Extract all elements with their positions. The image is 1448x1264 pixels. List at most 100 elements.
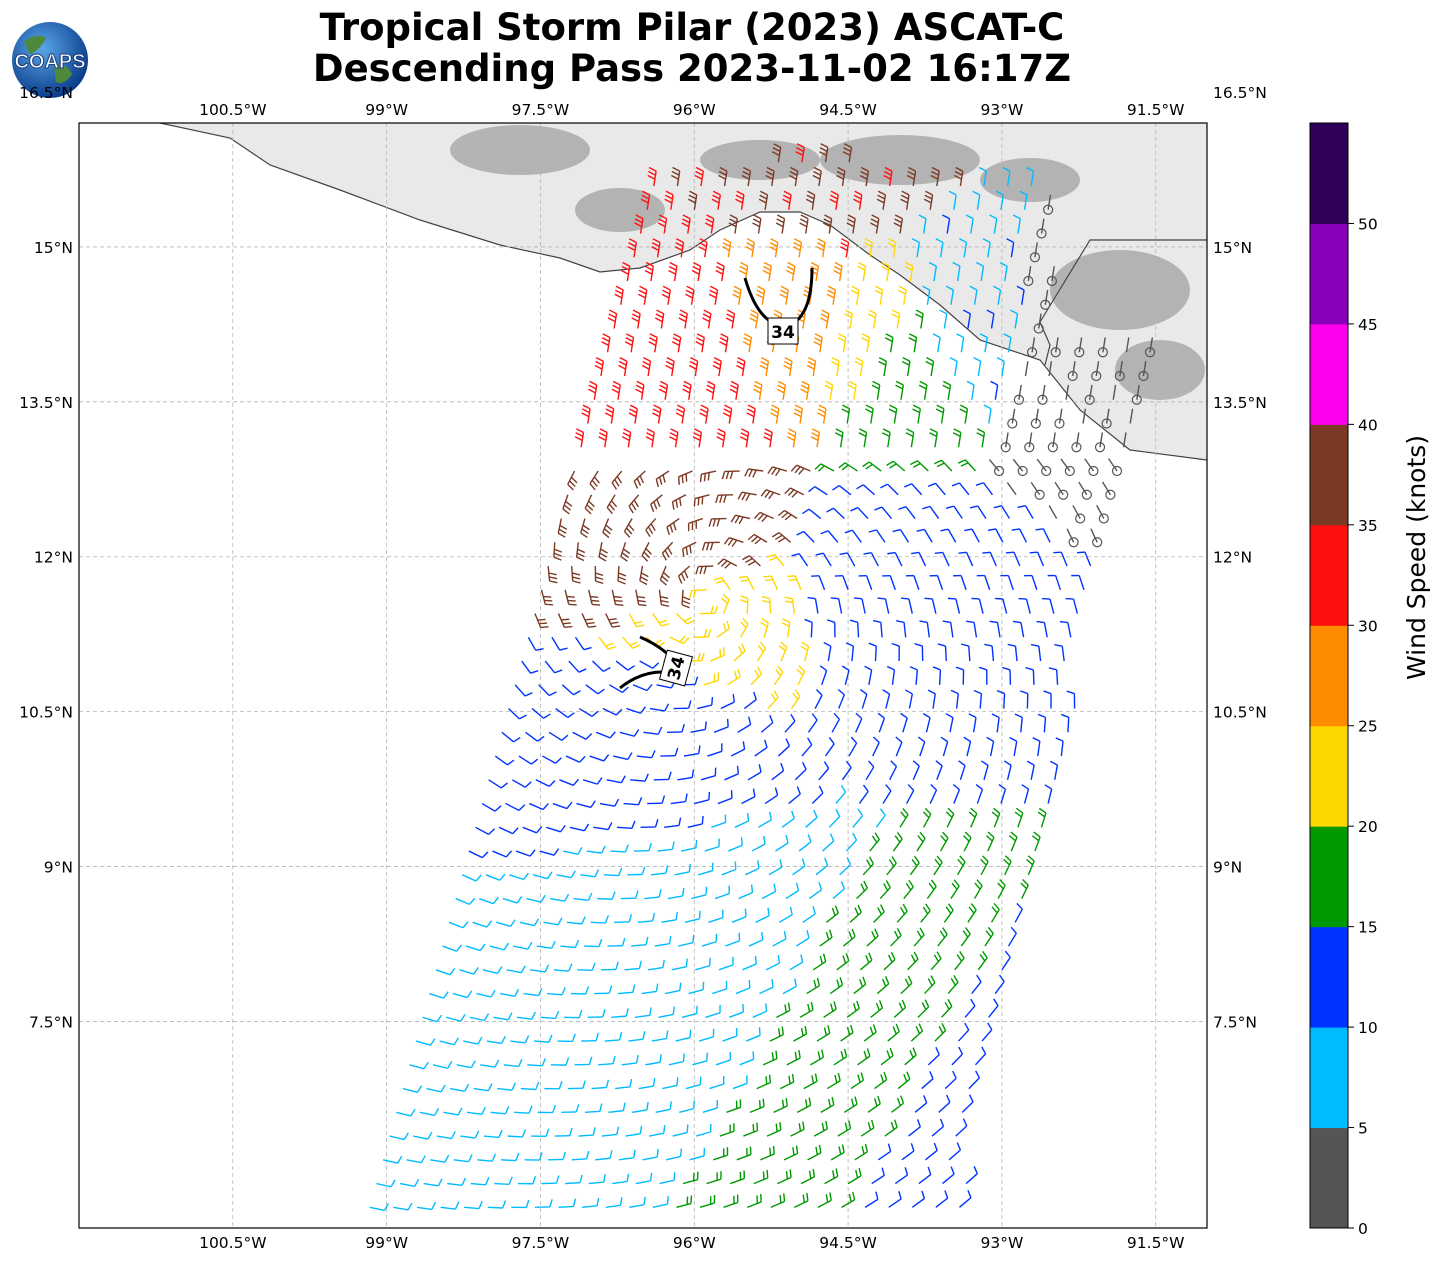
wind-barb — [765, 166, 775, 187]
wind-barb — [761, 595, 772, 614]
wind-barb — [652, 613, 670, 627]
wind-barb — [430, 1154, 450, 1163]
wind-barb — [873, 904, 885, 923]
wind-barb — [911, 1190, 926, 1208]
wind-barb — [1024, 432, 1035, 453]
wind-barb — [561, 684, 581, 696]
wind-barb — [666, 724, 685, 733]
wind-barb — [883, 166, 893, 187]
land-terrain — [79, 123, 1207, 460]
colorbar-tick-label: 20 — [1358, 818, 1378, 836]
wind-barb — [796, 530, 815, 543]
wind-barb — [979, 333, 988, 353]
wind-barb — [1043, 194, 1054, 215]
colorbar-tick-label: 10 — [1358, 1019, 1378, 1037]
wind-barb — [766, 1121, 782, 1137]
wind-barb — [701, 933, 718, 947]
wind-barb — [479, 896, 499, 905]
wind-barb — [879, 880, 891, 900]
wind-barb — [955, 1118, 968, 1137]
wind-barb — [700, 605, 719, 615]
wind-barb — [906, 166, 917, 187]
wind-barb — [843, 1096, 858, 1113]
wind-barb — [534, 613, 549, 629]
wind-barb — [854, 1143, 869, 1161]
wind-barb — [956, 333, 965, 353]
wind-barb — [594, 356, 604, 377]
wind-barb — [675, 613, 695, 625]
wind-barb — [571, 565, 581, 584]
wind-barb — [685, 1076, 702, 1090]
wind-barb — [856, 880, 869, 900]
wind-barb — [638, 1078, 656, 1090]
wind-barb — [1013, 384, 1024, 405]
wind-barb — [464, 1200, 483, 1210]
wind-barb — [580, 869, 600, 878]
wind-barb — [671, 333, 682, 353]
wind-barb — [718, 956, 734, 971]
wind-barb — [841, 665, 850, 685]
wind-barb — [631, 1101, 649, 1114]
wind-barb — [723, 537, 744, 548]
wind-barb — [957, 1022, 970, 1042]
wind-barb — [944, 1070, 957, 1090]
wind-barb — [830, 597, 843, 614]
wind-barb — [743, 1122, 759, 1137]
colorbar-bin — [1310, 926, 1348, 1028]
wind-barb — [882, 574, 896, 591]
wind-barb — [715, 1052, 731, 1066]
wind-barb — [909, 666, 919, 685]
wind-barb — [994, 974, 1005, 994]
wind-barb — [601, 1126, 620, 1137]
wind-barb — [470, 1177, 490, 1186]
wind-barb — [960, 643, 971, 662]
wind-barb — [637, 912, 656, 924]
wind-barb — [601, 333, 611, 353]
wind-barb — [564, 589, 577, 606]
wind-barb — [1030, 481, 1045, 500]
wind-barb — [958, 760, 966, 781]
wind-barb — [558, 1198, 577, 1209]
wind-barb — [713, 576, 731, 591]
wind-barb — [719, 333, 729, 353]
wind-barb — [823, 1001, 837, 1018]
wind-barb — [443, 1107, 463, 1116]
wind-barb — [844, 529, 862, 543]
wind-barb — [627, 866, 646, 876]
wind-barb — [920, 903, 931, 923]
wind-barb — [628, 613, 645, 628]
wind-barb — [472, 920, 493, 928]
wind-barb — [854, 356, 864, 377]
wind-barb — [664, 190, 674, 210]
wind-barb — [717, 558, 738, 569]
wind-barb — [1049, 760, 1059, 780]
wind-barb — [784, 487, 805, 498]
wind-barb — [526, 894, 546, 903]
wind-barb — [1014, 807, 1024, 828]
lat-tick-label: 12°N — [1213, 549, 1252, 567]
wind-barb — [956, 855, 966, 876]
wind-barb — [498, 826, 519, 835]
wind-barb — [1043, 690, 1052, 709]
wind-barb — [842, 143, 853, 163]
wind-barb — [882, 428, 891, 448]
wind-barb — [671, 166, 681, 187]
wind-barb — [610, 844, 629, 853]
wind-barb — [862, 856, 875, 876]
wind-barb — [1090, 528, 1103, 548]
wind-barb — [1047, 574, 1062, 591]
wind-barb — [997, 879, 1006, 899]
wind-barb — [674, 863, 691, 876]
wind-barb — [929, 783, 938, 804]
wind-barb — [1030, 408, 1041, 429]
lon-tick-label: 93°W — [981, 1234, 1024, 1252]
wind-barb — [789, 954, 804, 971]
wind-barb — [782, 190, 792, 210]
wind-barb — [1018, 597, 1031, 614]
wind-barb — [837, 688, 845, 709]
wind-barb — [745, 238, 755, 258]
wind-barb — [966, 620, 978, 638]
wind-barb — [492, 850, 513, 858]
wind-barb — [969, 505, 987, 519]
wind-barb — [548, 1151, 567, 1161]
